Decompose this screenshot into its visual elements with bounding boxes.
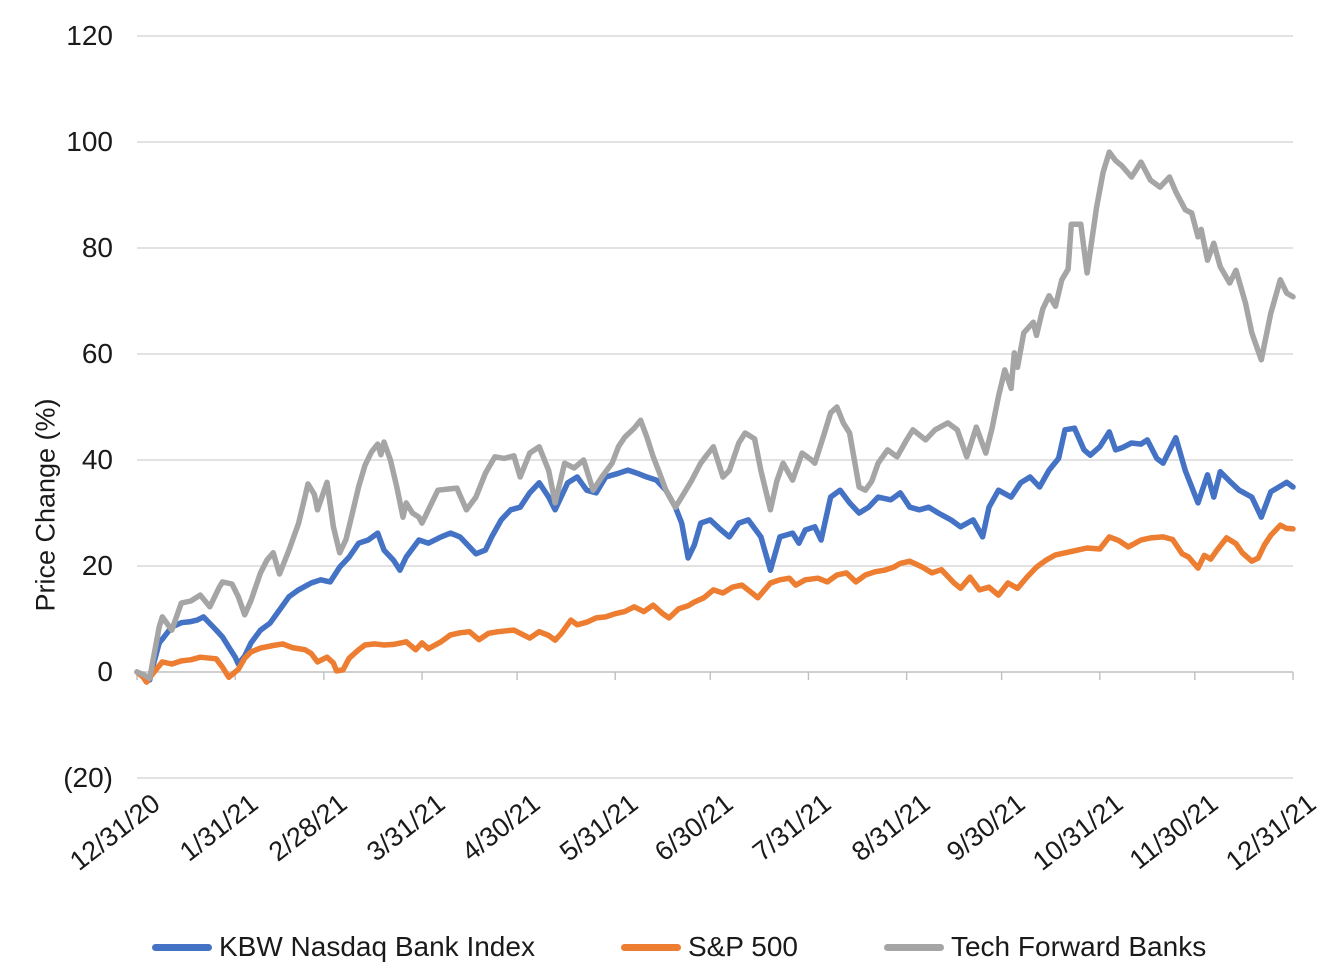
- legend-label-kbw: KBW Nasdaq Bank Index: [219, 931, 535, 962]
- chart-legend: KBW Nasdaq Bank Index S&P 500 Tech Forwa…: [152, 926, 1206, 966]
- y-tick-label: 100: [66, 126, 113, 157]
- sp500-line-swatch-icon: [620, 943, 681, 951]
- series-line-s-p-500: [134, 522, 1296, 685]
- series-line-kbw-nasdaq-bank-index: [134, 425, 1296, 683]
- y-tick-label: 80: [81, 232, 113, 263]
- y-tick-label: 120: [66, 20, 113, 51]
- series-line-tech-forward-banks: [134, 149, 1296, 682]
- y-tick-label: 0: [97, 656, 113, 687]
- legend-item-sp500: S&P 500: [620, 931, 798, 963]
- legend-item-kbw: KBW Nasdaq Bank Index: [152, 931, 535, 963]
- y-tick-label: 40: [81, 444, 113, 475]
- y-tick-label: 20: [81, 550, 113, 581]
- tech-forward-line-swatch-icon: [883, 943, 944, 951]
- y-tick-label: 60: [81, 338, 113, 369]
- legend-label-sp500: S&P 500: [687, 931, 798, 962]
- kbw-line-swatch-icon: [152, 943, 212, 951]
- legend-label-tech-forward: Tech Forward Banks: [950, 931, 1207, 962]
- legend-item-tech-forward: Tech Forward Banks: [883, 931, 1207, 963]
- y-tick-label: (20): [63, 762, 113, 793]
